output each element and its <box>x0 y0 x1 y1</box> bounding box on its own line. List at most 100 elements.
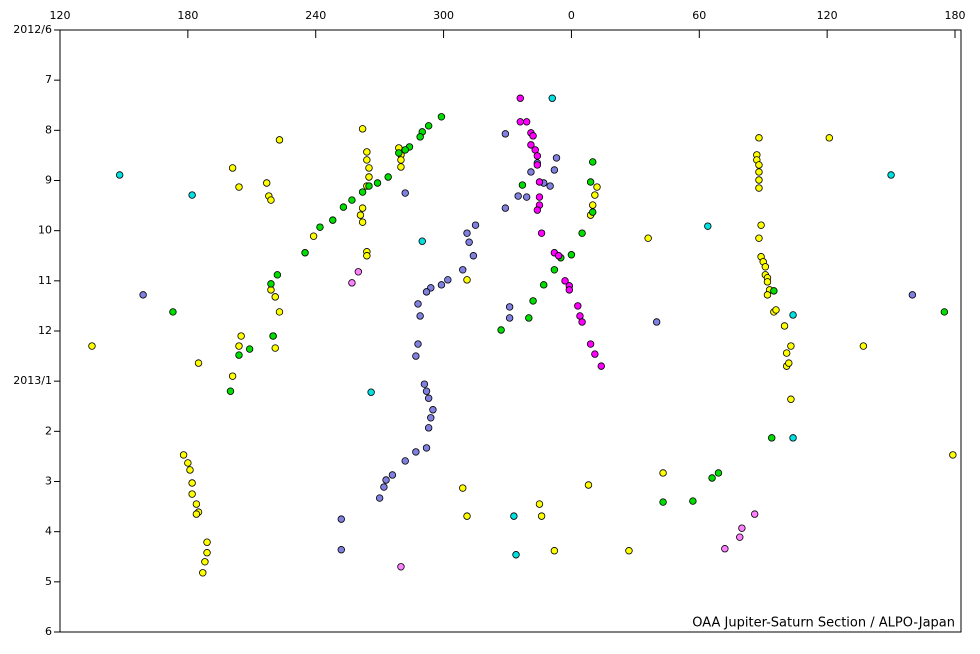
point <box>422 387 431 395</box>
y-tick-label: 11 <box>38 274 52 287</box>
point <box>533 206 542 214</box>
point <box>463 276 471 284</box>
point <box>512 551 520 559</box>
point <box>412 352 420 360</box>
point <box>179 451 188 459</box>
point <box>550 547 559 555</box>
point <box>591 350 599 358</box>
point <box>235 342 243 350</box>
point <box>437 113 446 121</box>
point <box>550 266 559 274</box>
point <box>169 308 177 316</box>
point <box>384 173 392 181</box>
point <box>714 469 723 477</box>
point <box>184 459 192 467</box>
point <box>533 161 542 169</box>
point <box>363 252 371 260</box>
point <box>540 281 548 289</box>
point <box>275 308 284 316</box>
point <box>755 161 763 169</box>
point <box>401 189 409 197</box>
point <box>422 288 431 296</box>
x-tick-label: 0 <box>568 9 575 22</box>
point <box>940 308 949 316</box>
point <box>586 340 595 348</box>
point <box>358 218 367 226</box>
point <box>365 164 373 172</box>
point <box>337 515 345 523</box>
point <box>908 291 917 299</box>
point <box>267 280 275 288</box>
point <box>574 302 582 310</box>
point <box>589 158 597 166</box>
plot-frame <box>59 29 962 633</box>
point <box>348 196 356 204</box>
point <box>859 342 868 350</box>
point <box>535 500 544 508</box>
point <box>444 276 452 284</box>
point <box>597 362 605 370</box>
point <box>537 512 546 520</box>
point <box>565 286 573 294</box>
point <box>424 424 433 432</box>
point <box>348 279 356 287</box>
point <box>755 176 763 184</box>
point <box>203 538 211 546</box>
y-tick-label: 2 <box>45 424 52 437</box>
point <box>463 512 471 520</box>
point <box>188 191 196 199</box>
point <box>416 133 424 141</box>
point <box>516 94 524 102</box>
point <box>365 173 373 181</box>
point <box>354 268 363 276</box>
point <box>199 569 207 577</box>
point <box>358 125 367 133</box>
y-tick-label: 7 <box>45 73 52 86</box>
point <box>780 322 789 330</box>
point <box>228 372 237 380</box>
point <box>586 178 595 186</box>
point <box>375 494 384 502</box>
x-tick-label: 180 <box>945 9 966 22</box>
point <box>721 545 729 553</box>
point <box>576 312 584 320</box>
point <box>201 558 209 566</box>
point <box>271 293 279 301</box>
point <box>397 156 405 164</box>
point <box>825 134 833 142</box>
point <box>510 512 518 520</box>
point <box>192 510 201 518</box>
point <box>589 208 597 216</box>
point <box>424 394 433 402</box>
credit-annotation: OAA Jupiter-Saturn Section / ALPO-Japan <box>692 616 955 631</box>
point <box>269 332 277 340</box>
point <box>203 549 211 557</box>
point <box>358 204 367 212</box>
y-tick-label: 9 <box>45 174 52 187</box>
point <box>750 510 759 518</box>
point <box>755 134 763 142</box>
point <box>516 118 524 126</box>
point <box>367 388 375 396</box>
point <box>397 163 405 171</box>
y-tick-label: 3 <box>45 475 52 488</box>
point <box>363 156 371 164</box>
x-tick-label: 60 <box>692 9 706 22</box>
point <box>736 533 744 541</box>
point <box>755 168 763 176</box>
point <box>554 252 563 260</box>
point <box>437 281 446 289</box>
point <box>949 451 957 459</box>
point <box>267 286 275 294</box>
point <box>459 484 467 492</box>
point <box>469 252 478 260</box>
y-tick-label: 10 <box>38 224 52 237</box>
point <box>414 340 422 348</box>
y-tick-label: 2013/1 <box>13 374 52 387</box>
point <box>373 179 382 187</box>
point <box>782 349 791 357</box>
point <box>401 457 409 465</box>
point <box>501 130 510 138</box>
point <box>550 166 559 174</box>
